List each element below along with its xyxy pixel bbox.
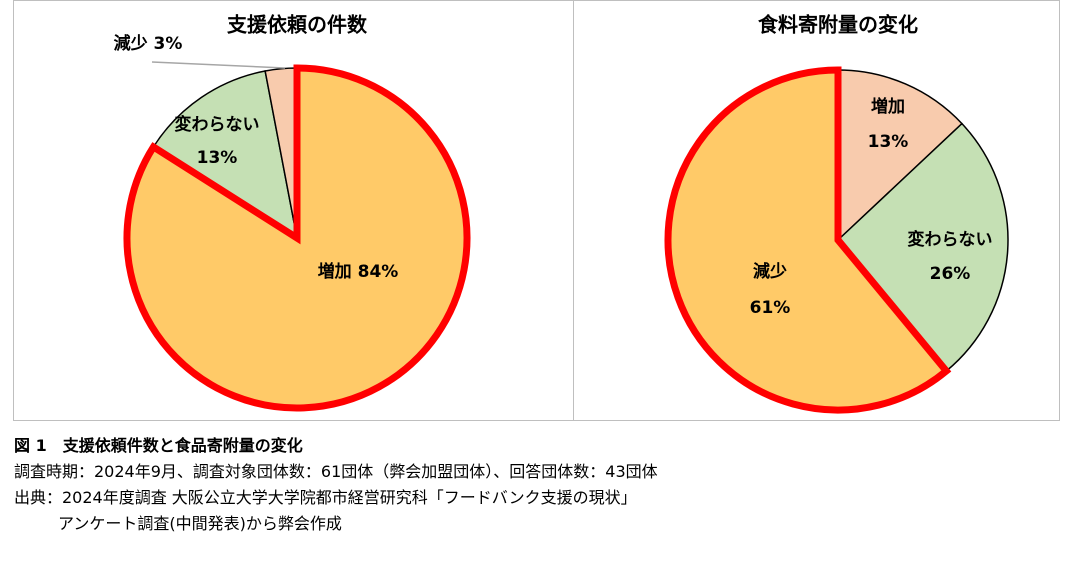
value-label: 3% xyxy=(154,34,183,54)
frame xyxy=(13,0,1060,421)
highlight-outline xyxy=(664,66,952,414)
value-label: 84% xyxy=(358,262,399,282)
chart-title: 食料寄附量の変化 xyxy=(758,13,918,37)
pie-slice xyxy=(837,69,963,242)
category-label: 増加 xyxy=(871,96,905,117)
value-label: 26% xyxy=(930,264,971,284)
category-label: 減少 xyxy=(114,33,148,54)
chart-title: 支援依頼の件数 xyxy=(227,13,368,37)
value-label: 13% xyxy=(868,132,909,152)
slice-label: 増加 84% xyxy=(318,261,399,282)
pie-slice xyxy=(152,70,299,240)
value-label: 61% xyxy=(750,298,791,318)
slice-label: 減少 3% xyxy=(114,33,183,54)
category-label: 変わらない xyxy=(908,229,993,250)
highlight-outline xyxy=(123,64,471,412)
caption-line: 出典：2024年度調査 大阪公立大学大学院都市経営研究科「フードバンク支援の現状… xyxy=(14,488,637,507)
pie-slice xyxy=(836,122,1009,373)
caption-line: 調査時期：2024年9月、調査対象団体数：61団体（弊会加盟団体）、回答団体数：… xyxy=(14,462,658,481)
category-label: 増加 xyxy=(318,261,352,282)
value-label: 13% xyxy=(197,148,238,168)
leader-line xyxy=(151,61,286,69)
caption-line: アンケート調査(中間発表)から弊会作成 xyxy=(58,514,342,533)
caption-title: 図 1 支援依頼件数と食品寄附量の変化 xyxy=(14,436,303,455)
category-label: 減少 xyxy=(753,261,787,282)
category-label: 変わらない xyxy=(175,114,260,135)
